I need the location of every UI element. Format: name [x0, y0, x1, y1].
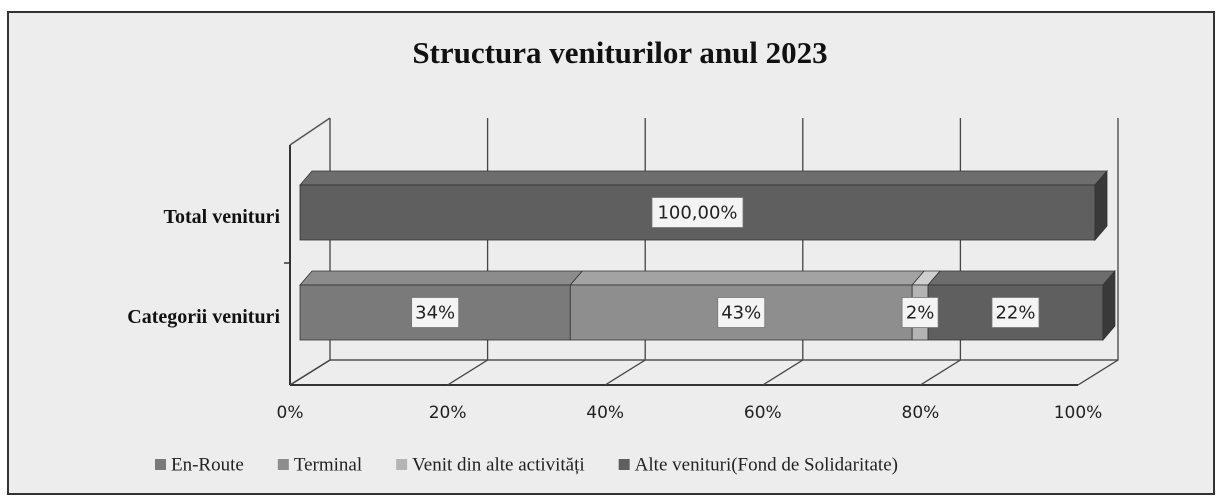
chart-title: Structura veniturilor anul 2023 [412, 35, 827, 70]
data-label: 22% [995, 303, 1035, 324]
data-label-box [411, 297, 460, 328]
data-label-box [991, 297, 1040, 328]
data-label-box [651, 197, 744, 228]
bar-end [1102, 269, 1116, 342]
data-label-box [717, 297, 766, 328]
legend-swatch [396, 459, 408, 470]
data-label-box [901, 297, 939, 328]
legend-swatch [277, 459, 289, 470]
bar-end [1094, 169, 1108, 242]
bar-top [927, 270, 1116, 286]
x-tick-label: 40% [586, 403, 624, 423]
bar-segment [569, 270, 926, 341]
bar-top [569, 270, 926, 286]
legend-swatch [618, 459, 630, 470]
legend-swatch [155, 459, 166, 470]
x-tick-label: 0% [277, 403, 304, 423]
legend-label: En-Route [171, 454, 244, 475]
data-label: 100,00% [657, 203, 737, 224]
grid-line [1077, 118, 1119, 386]
category-label: Categorii venituri [127, 306, 280, 328]
data-label: 43% [721, 303, 761, 324]
data-label: 34% [415, 303, 455, 324]
x-tick-label: 20% [429, 403, 467, 423]
bar-top [299, 170, 1108, 186]
legend-label: Alte venituri(Fond de Solidaritate) [635, 454, 898, 475]
legend-label: Terminal [294, 454, 362, 475]
wall-edge [289, 117, 331, 146]
legend-label: Venit din alte activități [412, 454, 585, 475]
category-label: Total venituri [164, 206, 281, 228]
chart-frame [7, 11, 1215, 495]
x-tick-label: 100% [1054, 403, 1103, 423]
bar-top [299, 270, 584, 286]
x-tick-label: 60% [744, 403, 782, 423]
x-tick-label: 80% [902, 403, 940, 423]
data-label: 2% [906, 303, 935, 324]
